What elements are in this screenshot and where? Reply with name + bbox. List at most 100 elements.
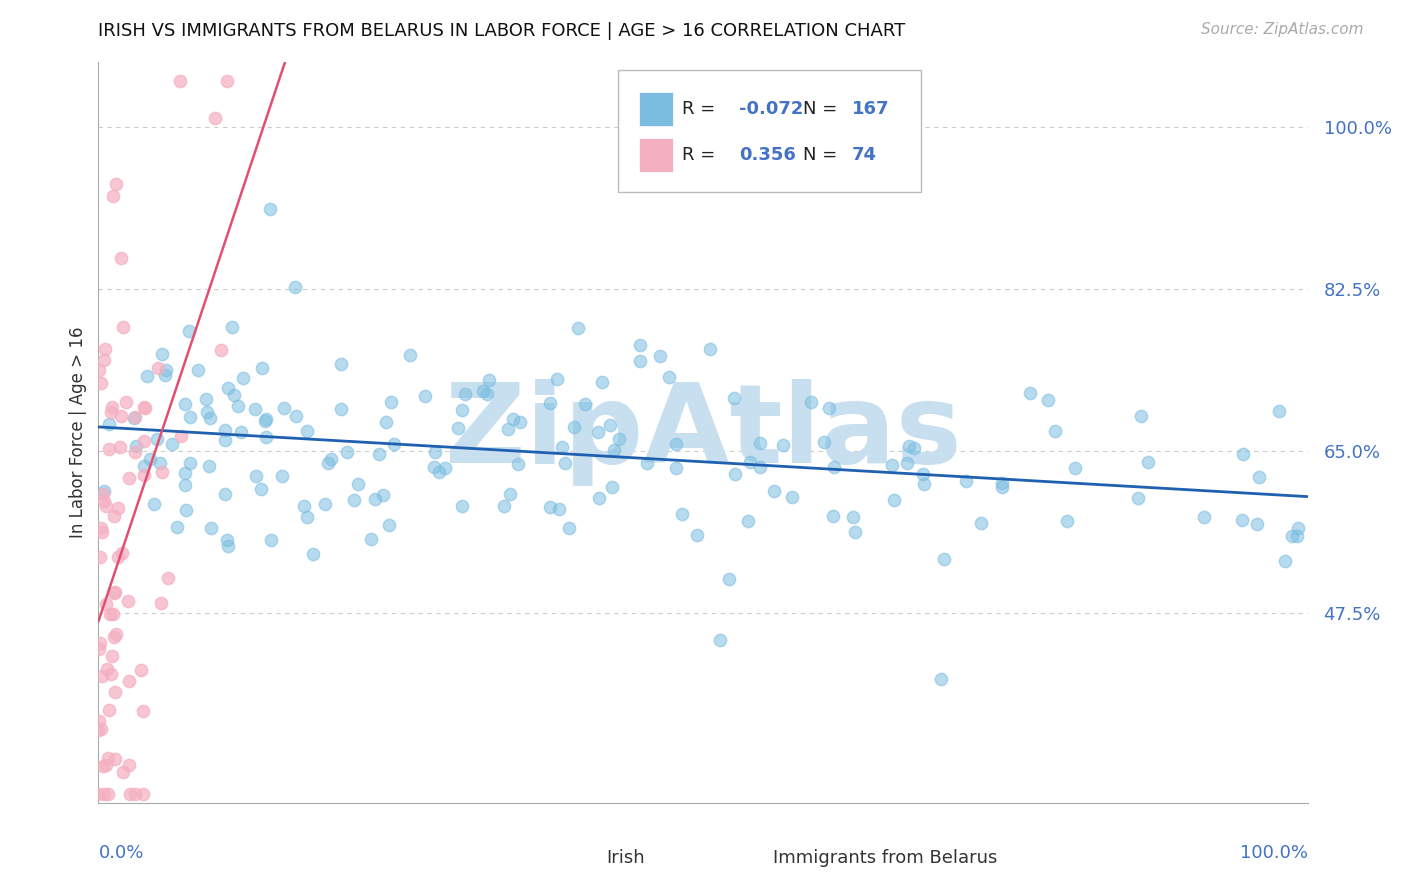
Point xyxy=(118,787,141,801)
Point xyxy=(97,787,120,801)
Point xyxy=(129,663,152,677)
Point xyxy=(628,338,651,352)
Point xyxy=(103,509,125,524)
Point xyxy=(382,436,405,450)
Point xyxy=(451,403,474,417)
Text: Source: ZipAtlas.com: Source: ZipAtlas.com xyxy=(1201,22,1364,37)
Point xyxy=(364,491,387,506)
Point xyxy=(738,454,761,468)
Point xyxy=(1286,521,1309,535)
Point xyxy=(90,376,112,390)
Point xyxy=(538,500,561,514)
Point xyxy=(932,552,955,566)
Point xyxy=(371,488,394,502)
Point xyxy=(1281,529,1303,543)
Point xyxy=(329,401,352,416)
Point xyxy=(104,685,127,699)
Point xyxy=(554,456,576,470)
Point xyxy=(842,510,865,524)
Point xyxy=(187,363,209,377)
FancyBboxPatch shape xyxy=(619,70,921,192)
Point xyxy=(148,360,170,375)
Point xyxy=(174,503,197,517)
Point xyxy=(399,348,422,362)
Point xyxy=(169,429,191,443)
Point xyxy=(112,764,135,779)
Point xyxy=(718,573,741,587)
Point xyxy=(101,607,124,622)
Point xyxy=(214,487,236,501)
Point xyxy=(502,411,524,425)
Point xyxy=(231,425,253,440)
Point xyxy=(813,434,835,449)
Point xyxy=(97,417,120,431)
Point xyxy=(844,524,866,539)
Text: Irish: Irish xyxy=(606,848,645,867)
Point xyxy=(591,375,613,389)
Point xyxy=(821,509,844,524)
Point xyxy=(226,399,249,413)
Point xyxy=(475,386,498,401)
Point xyxy=(98,442,121,456)
Point xyxy=(259,533,281,547)
Point xyxy=(380,395,402,409)
Point xyxy=(609,432,631,446)
Point xyxy=(87,723,110,737)
Point xyxy=(602,442,624,457)
Point xyxy=(100,667,122,681)
Point xyxy=(194,392,217,406)
Point xyxy=(447,421,470,435)
Point xyxy=(169,74,191,88)
Point xyxy=(94,499,117,513)
Text: IRISH VS IMMIGRANTS FROM BELARUS IN LABOR FORCE | AGE > 16 CORRELATION CHART: IRISH VS IMMIGRANTS FROM BELARUS IN LABO… xyxy=(98,22,905,40)
Point xyxy=(107,501,129,516)
Point xyxy=(648,349,671,363)
Point xyxy=(498,422,520,436)
Point xyxy=(162,437,184,451)
FancyBboxPatch shape xyxy=(727,843,761,872)
Point xyxy=(124,444,146,458)
Point xyxy=(368,447,391,461)
Point xyxy=(179,456,201,470)
Point xyxy=(316,456,339,470)
Point xyxy=(90,668,112,682)
Point xyxy=(89,642,111,657)
FancyBboxPatch shape xyxy=(638,93,673,126)
Point xyxy=(762,484,785,499)
Point xyxy=(882,458,904,472)
Point xyxy=(93,494,115,508)
Text: 167: 167 xyxy=(852,100,889,118)
Point xyxy=(214,434,236,448)
Point xyxy=(250,482,273,496)
Point xyxy=(574,397,596,411)
Point xyxy=(602,480,624,494)
Point xyxy=(1232,447,1254,461)
Point xyxy=(434,460,457,475)
Point xyxy=(89,550,111,565)
Point xyxy=(423,444,446,458)
Point xyxy=(991,476,1014,491)
Point xyxy=(1130,409,1153,423)
Point xyxy=(112,320,135,334)
Point xyxy=(103,189,125,203)
Point xyxy=(509,415,531,429)
Point xyxy=(955,474,977,488)
Point xyxy=(100,607,122,622)
Point xyxy=(1043,424,1066,438)
Point xyxy=(90,521,112,535)
Text: N =: N = xyxy=(803,146,844,164)
Point xyxy=(665,437,688,451)
Point xyxy=(912,467,935,481)
Point xyxy=(471,384,494,398)
Point xyxy=(87,787,110,801)
Text: Immigrants from Belarus: Immigrants from Belarus xyxy=(773,848,997,867)
Point xyxy=(243,402,266,417)
Point xyxy=(110,409,132,423)
Point xyxy=(117,593,139,607)
Point xyxy=(198,458,221,473)
Point xyxy=(174,467,197,481)
Point xyxy=(336,445,359,459)
Point xyxy=(422,460,444,475)
Point xyxy=(724,467,747,482)
Point xyxy=(567,320,589,334)
